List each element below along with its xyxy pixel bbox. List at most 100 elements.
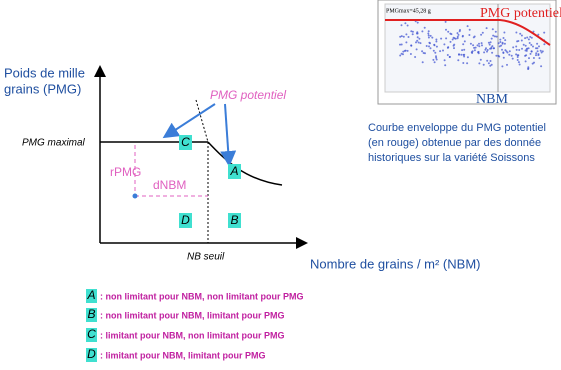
legend: A : non limitant pour NBM, non limitant … [86, 288, 303, 362]
scatter-dot [532, 45, 534, 48]
scatter-dot [481, 44, 483, 47]
rpmg: rPMG [110, 165, 141, 179]
scatter-dot [400, 35, 403, 38]
scatter-dot [540, 51, 543, 54]
scatter-dot [515, 45, 518, 48]
scatter-dot [479, 58, 482, 61]
scatter-dot [453, 43, 456, 46]
scatter-dot [416, 39, 419, 42]
scatter-dot [516, 59, 519, 61]
scatter-dot [460, 53, 463, 56]
legend-text: : limitant pour NBM, non limitant pour P… [100, 330, 284, 340]
scatter-dot [433, 44, 436, 47]
scatter-dot [498, 55, 501, 58]
scatter-dot [421, 30, 424, 33]
y-axis-label: Poids de mille [4, 65, 85, 80]
scatter-dot [529, 35, 532, 38]
scatter-dot [535, 52, 538, 55]
scatter-dot [476, 44, 479, 47]
scatter-dot [447, 30, 450, 33]
scatter-dot [457, 59, 460, 62]
scatter-dot [404, 22, 407, 25]
scatter-dot [497, 42, 500, 45]
scatter-dot [490, 63, 493, 66]
scatter-dot [443, 43, 446, 46]
scatter-dot [435, 58, 438, 61]
scatter-dot [449, 40, 452, 43]
scatter-dot [440, 37, 443, 40]
pmgmax: PMGmax=45,28 g [386, 8, 431, 14]
scatter-dot [402, 53, 404, 56]
scatter-dot [423, 26, 426, 29]
scatter-dot [421, 50, 424, 53]
scatter-dot [518, 49, 521, 51]
scatter-dot [501, 65, 504, 68]
scatter-dot [532, 57, 535, 59]
scatter-dot [457, 33, 460, 36]
zone-label: A [229, 164, 238, 178]
scatter-dot [485, 27, 488, 30]
scatter-dot [463, 40, 466, 43]
scatter-dot [527, 38, 530, 41]
scatter-dot [434, 51, 437, 54]
scatter-dot [427, 30, 430, 33]
scatter-dot [530, 36, 533, 39]
scatter-dot [536, 42, 539, 45]
scatter-dot [427, 34, 430, 37]
scatter-dot [535, 54, 537, 57]
scatter-dot [486, 50, 488, 53]
scatter-dot [399, 54, 402, 57]
legend-key: C [87, 327, 96, 341]
scatter-dot [478, 45, 481, 48]
scatter-dot [428, 41, 431, 44]
scatter-dot [491, 45, 494, 48]
scatter-dot [435, 40, 438, 43]
scatter-dot [411, 33, 414, 36]
scatter-dot [495, 35, 498, 38]
scatter-dot [461, 49, 464, 52]
scatter-dot [480, 33, 483, 36]
scatter-dot [502, 51, 505, 54]
scatter-dot [435, 38, 438, 41]
scatter-dot [433, 61, 436, 64]
scatter-dot [508, 50, 511, 53]
scatter-dot [517, 40, 520, 42]
scatter-dot [474, 46, 477, 49]
scatter-dot [402, 35, 405, 38]
scatter-dot [414, 56, 417, 58]
dnbm: dNBM [153, 178, 186, 192]
scatter-dot [425, 45, 428, 47]
scatter-dot [409, 53, 412, 55]
scatter-dot [450, 33, 453, 36]
scatter-dot [463, 55, 466, 58]
scatter-dot [506, 63, 508, 66]
scatter-dot [421, 61, 424, 64]
scatter-dot [528, 57, 530, 60]
scatter-dot [536, 47, 539, 50]
scatter-dot [416, 21, 419, 24]
scatter-dot [456, 35, 459, 38]
caption: historiques sur la variété Soissons [368, 152, 535, 164]
scatter-dot [468, 28, 471, 31]
scatter-dot [406, 24, 409, 27]
scatter-dot [410, 30, 413, 33]
scatter-dot [400, 24, 403, 27]
legend-text: : non limitant pour NBM, non limitant po… [100, 291, 303, 301]
scatter-dot [400, 43, 403, 46]
scatter-dot [462, 43, 465, 46]
scatter-dot [515, 48, 518, 51]
scatter-dot [417, 41, 420, 44]
scatter-dot [411, 30, 414, 33]
scatter-dot [462, 53, 465, 56]
scatter-dot [530, 50, 533, 53]
scatter-dot [520, 39, 523, 42]
scatter-dot [498, 45, 501, 48]
scatter-dot [506, 51, 509, 54]
scatter-dot [489, 64, 492, 67]
scatter-dot [484, 48, 487, 51]
y-axis-label: grains (PMG) [4, 81, 81, 96]
scatter-dot [522, 43, 525, 46]
curve-label: PMG potentiel [480, 6, 561, 21]
scatter-dot [405, 33, 408, 36]
scatter-dot [495, 54, 498, 57]
